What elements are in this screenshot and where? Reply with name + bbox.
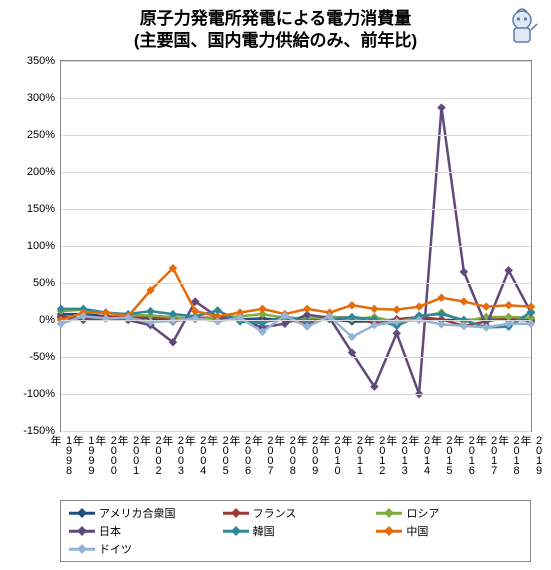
- series-marker: [460, 322, 468, 330]
- legend-label: ドイツ: [99, 541, 132, 557]
- y-axis-label: 0%: [39, 314, 61, 326]
- legend-swatch: [69, 526, 95, 536]
- x-axis-label: 2019年: [517, 431, 545, 475]
- gridline: [61, 209, 531, 210]
- y-axis-label: -50%: [29, 351, 61, 363]
- y-axis-label: 250%: [27, 129, 61, 141]
- gridline: [61, 394, 531, 395]
- series-marker: [437, 294, 445, 302]
- legend-swatch: [69, 544, 95, 554]
- legend-item: フランス: [223, 505, 369, 521]
- series-marker: [504, 301, 512, 309]
- legend-label: 韓国: [253, 523, 275, 539]
- series-marker: [482, 302, 490, 310]
- title-line-1: 原子力発電所発電による電力消費量: [0, 8, 551, 30]
- gridline: [61, 61, 531, 62]
- legend: アメリカ合衆国 フランス ロシア日本 韓国 中国ドイツ: [60, 500, 531, 562]
- series-marker: [258, 305, 266, 313]
- gridline: [61, 283, 531, 284]
- chart-title: 原子力発電所発電による電力消費量 (主要国、国内電力供給のみ、前年比): [0, 0, 551, 52]
- series-marker: [370, 305, 378, 313]
- gridline: [61, 172, 531, 173]
- y-axis-label: 50%: [33, 277, 61, 289]
- legend-item: 日本: [69, 523, 215, 539]
- series-marker: [482, 323, 490, 331]
- series-marker: [392, 329, 400, 337]
- legend-swatch: [376, 526, 402, 536]
- y-axis-label: -100%: [23, 388, 61, 400]
- series-marker: [437, 310, 445, 318]
- series-marker: [392, 305, 400, 313]
- legend-item: ドイツ: [69, 541, 215, 557]
- legend-item: ロシア: [376, 505, 522, 521]
- legend-swatch: [223, 526, 249, 536]
- mascot-icon: [503, 6, 541, 48]
- legend-label: 日本: [99, 523, 121, 539]
- legend-item: 中国: [376, 523, 522, 539]
- y-axis-label: 150%: [27, 203, 61, 215]
- series-marker: [348, 301, 356, 309]
- chart-container: 原子力発電所発電による電力消費量 (主要国、国内電力供給のみ、前年比) -150…: [0, 0, 551, 570]
- legend-item: アメリカ合衆国: [69, 505, 215, 521]
- gridline: [61, 98, 531, 99]
- y-axis-label: 100%: [27, 240, 61, 252]
- series-marker: [460, 268, 468, 276]
- title-line-2: (主要国、国内電力供給のみ、前年比): [0, 30, 551, 52]
- gridline: [61, 246, 531, 247]
- legend-swatch: [376, 508, 402, 518]
- y-axis-label: 200%: [27, 166, 61, 178]
- series-line: [61, 108, 531, 394]
- series-marker: [437, 103, 445, 111]
- gridline: [61, 320, 531, 321]
- legend-label: アメリカ合衆国: [99, 505, 175, 521]
- plot-area: -150%-100%-50%0%50%100%150%200%250%300%3…: [60, 60, 532, 432]
- gridline: [61, 357, 531, 358]
- legend-item: 韓国: [223, 523, 369, 539]
- series-line: [61, 268, 531, 320]
- legend-swatch: [223, 508, 249, 518]
- y-axis-label: 350%: [27, 55, 61, 67]
- legend-label: 中国: [406, 523, 428, 539]
- legend-swatch: [69, 508, 95, 518]
- series-marker: [460, 297, 468, 305]
- legend-label: ロシア: [406, 505, 439, 521]
- series-marker: [415, 302, 423, 310]
- y-axis-label: 300%: [27, 92, 61, 104]
- series-marker: [146, 307, 154, 315]
- gridline: [61, 135, 531, 136]
- series-marker: [303, 305, 311, 313]
- legend-label: フランス: [253, 505, 297, 521]
